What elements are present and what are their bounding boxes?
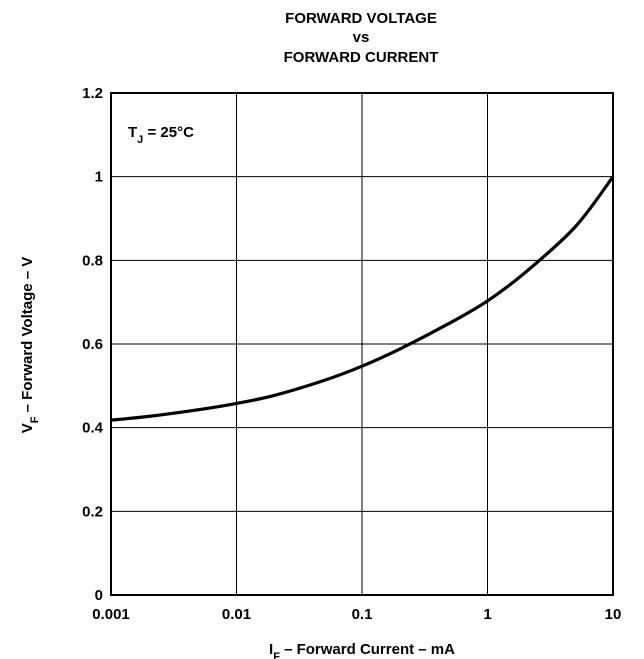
x-tick-label: 1 bbox=[483, 606, 491, 623]
x-tick-label: 0.1 bbox=[352, 606, 373, 623]
y-tick-label: 0.6 bbox=[82, 336, 103, 353]
x-axis-label: IF – Forward Current – mA bbox=[269, 641, 455, 659]
chart-title-line-1: FORWARD VOLTAGE bbox=[285, 10, 437, 27]
x-tick-labels: 0.001 0.01 0.1 1 10 bbox=[92, 606, 621, 623]
y-tick-label: 0.8 bbox=[82, 252, 103, 269]
chart-title-line-3: FORWARD CURRENT bbox=[284, 49, 439, 66]
y-tick-label: 0.2 bbox=[82, 503, 103, 520]
y-tick-label: 1.2 bbox=[82, 85, 103, 102]
y-tick-label: 1 bbox=[95, 169, 103, 186]
temperature-annotation: TJ = 25°C bbox=[128, 124, 194, 146]
y-tick-label: 0 bbox=[95, 587, 103, 604]
x-tick-label: 0.001 bbox=[92, 606, 130, 623]
plot-frame bbox=[110, 92, 614, 596]
grid bbox=[110, 92, 614, 596]
y-tick-labels: 0 0.2 0.4 0.6 0.8 1 1.2 bbox=[82, 85, 104, 604]
y-axis-label: VF – Forward Voltage – V bbox=[19, 257, 41, 434]
x-tick-label: 0.01 bbox=[222, 606, 251, 623]
series-line-vf-vs-if bbox=[110, 175, 615, 422]
x-tick-label: 10 bbox=[605, 606, 622, 623]
y-tick-label: 0.4 bbox=[82, 420, 104, 437]
chart-title-line-2: vs bbox=[353, 29, 370, 46]
